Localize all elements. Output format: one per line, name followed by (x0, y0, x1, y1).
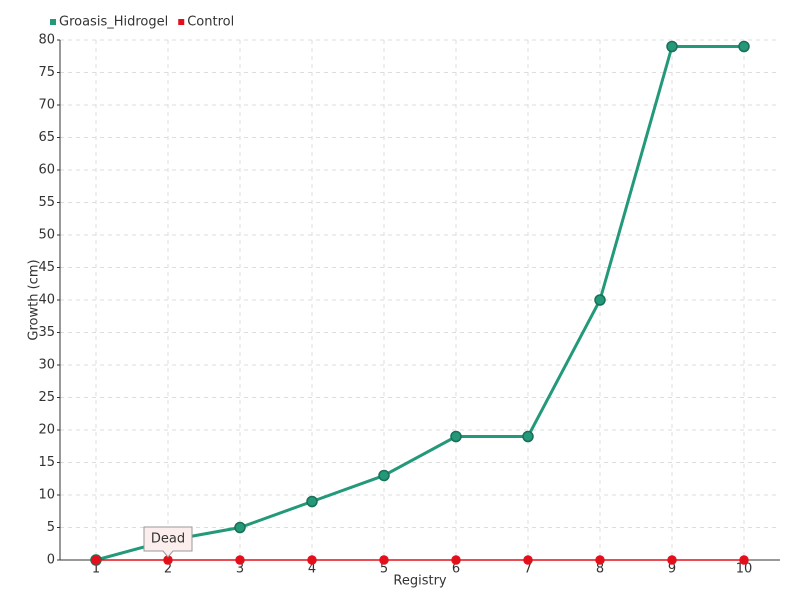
x-tick-label: 10 (736, 562, 753, 577)
series-line (95, 45, 744, 562)
y-tick-label: 45 (38, 260, 55, 275)
x-tick-label: 1 (92, 562, 100, 577)
y-tick-label: 20 (38, 423, 55, 438)
annotation-box (143, 526, 193, 558)
y-tick-label: 15 (38, 455, 55, 470)
point (594, 294, 606, 306)
y-tick-label: 65 (38, 130, 55, 145)
x-tick-label: 6 (452, 562, 460, 577)
y-tick-label: 30 (38, 358, 55, 373)
x-tick-label: 7 (524, 562, 532, 577)
y-tick-label: 0 (47, 553, 55, 568)
y-tick-label: 50 (38, 228, 55, 243)
point (667, 555, 677, 565)
x-tick-label: 5 (380, 562, 388, 577)
legend-label: Control (187, 15, 234, 30)
point (307, 555, 317, 565)
legend-swatch (50, 19, 56, 25)
point (91, 555, 101, 565)
y-tick-label: 80 (38, 33, 55, 48)
point (523, 555, 533, 565)
point (234, 521, 246, 534)
annotation: Dead (143, 526, 193, 558)
y-axis-label: Growth (cm) (27, 259, 42, 340)
x-tick-label: 3 (236, 562, 244, 577)
point (595, 555, 605, 565)
y-tick-label: 70 (38, 98, 55, 113)
y-tick-label: 75 (38, 65, 55, 80)
x-tick-label: 4 (308, 562, 316, 577)
y-tick-label: 55 (38, 195, 55, 210)
point (378, 469, 390, 482)
point (451, 555, 461, 565)
y-tick-label: 35 (38, 325, 55, 340)
x-tick-label: 8 (596, 562, 604, 577)
y-tick-label: 10 (38, 488, 55, 503)
legend-label: Groasis_Hidrogel (59, 15, 168, 30)
y-tick-label: 25 (38, 390, 55, 405)
point (450, 430, 462, 443)
point (306, 495, 318, 508)
point (379, 555, 389, 565)
point (738, 40, 750, 53)
annotation-text: Dead (151, 532, 185, 547)
point (235, 555, 245, 565)
y-tick-label: 40 (38, 293, 55, 308)
point (666, 40, 678, 53)
y-tick-label: 60 (38, 163, 55, 178)
point (522, 430, 534, 443)
legend-swatch (178, 19, 185, 25)
point (739, 555, 749, 565)
x-tick-label: 9 (668, 562, 676, 577)
x-tick-label: 2 (164, 562, 172, 577)
x-axis-label: Registry (393, 574, 447, 589)
y-tick-label: 5 (47, 520, 55, 535)
